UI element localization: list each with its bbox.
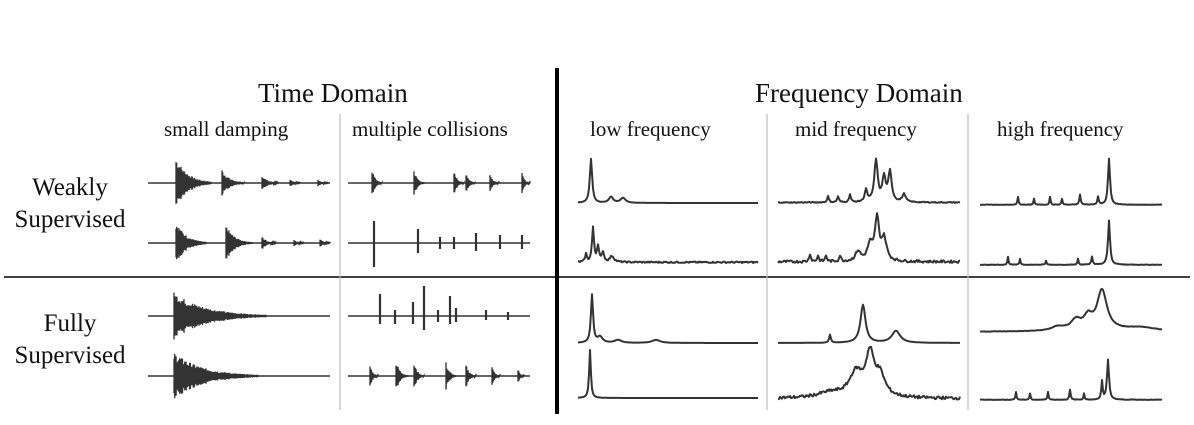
- weak-small-damping-1-burst-1: [221, 170, 245, 196]
- col-multiple-collisions: multiple collisions: [352, 117, 508, 141]
- row-label-fully-line2: Supervised: [14, 342, 126, 369]
- weak-small-damping-2-burst-0: [175, 226, 207, 260]
- full-collisions-2-burst-6: [517, 370, 525, 382]
- weak-collisions-1-burst-0: [371, 172, 383, 194]
- full-collisions-2-burst-5: [491, 367, 501, 385]
- full-collisions-2-burst-0: [369, 366, 379, 386]
- full-mid-freq-2: [777, 345, 961, 401]
- weak-collisions-1-burst-4: [489, 175, 500, 191]
- weak-mid-freq-1: [778, 157, 961, 204]
- full-mid-freq-1: [778, 303, 960, 344]
- full-high-freq-1: [979, 287, 1162, 333]
- time-domain-header: Time Domain: [258, 78, 408, 108]
- weak-high-freq-1: [980, 157, 1163, 206]
- full-collisions-2-burst-1: [395, 365, 409, 387]
- full-collisions-2-burst-2: [413, 365, 425, 387]
- weak-small-damping-2-burst-4: [319, 239, 331, 247]
- weak-small-damping-1-burst-3: [289, 180, 301, 186]
- full-high-freq-2: [979, 358, 1163, 401]
- weak-small-damping-1-burst-2: [261, 177, 279, 189]
- col-mid-frequency: mid frequency: [795, 117, 917, 141]
- row-label-weakly-line1: Weakly: [32, 174, 108, 201]
- weak-collisions-1-burst-3: [465, 175, 476, 191]
- weak-small-damping-2-burst-3: [293, 240, 305, 247]
- col-high-frequency: high frequency: [997, 117, 1124, 141]
- row-label-fully-supervised: Fully Supervised: [4, 308, 136, 372]
- weak-small-damping-1-burst-4: [317, 179, 329, 187]
- full-low-freq-2: [577, 349, 758, 399]
- full-collisions-2-burst-3: [445, 362, 457, 390]
- row-label-weakly-supervised: Weakly Supervised: [4, 172, 136, 236]
- weak-collisions-1-burst-5: [521, 173, 531, 194]
- col-small-damping: small damping: [164, 117, 289, 141]
- full-small-damping-2-burst-0: [173, 353, 259, 399]
- row-label-fully-line1: Fully: [43, 310, 97, 337]
- weak-small-damping-2-burst-2: [261, 237, 277, 249]
- full-collisions-2-burst-4: [465, 365, 477, 387]
- frequency-domain-header: Frequency Domain: [755, 78, 963, 108]
- weak-small-damping-1-burst-0: [175, 162, 212, 204]
- row-label-weakly-line2: Supervised: [14, 206, 126, 233]
- weak-low-freq-2: [577, 225, 759, 264]
- weak-mid-freq-2: [777, 212, 961, 264]
- weak-collisions-1-burst-2: [453, 173, 465, 193]
- full-small-damping-1-burst-0: [173, 292, 267, 340]
- weak-low-freq-1: [577, 157, 758, 204]
- col-low-frequency: low frequency: [590, 117, 711, 141]
- weak-small-damping-2-burst-1: [225, 227, 253, 259]
- weak-collisions-1-burst-1: [413, 171, 425, 195]
- full-low-freq-1: [578, 293, 758, 344]
- weak-high-freq-2: [979, 219, 1163, 266]
